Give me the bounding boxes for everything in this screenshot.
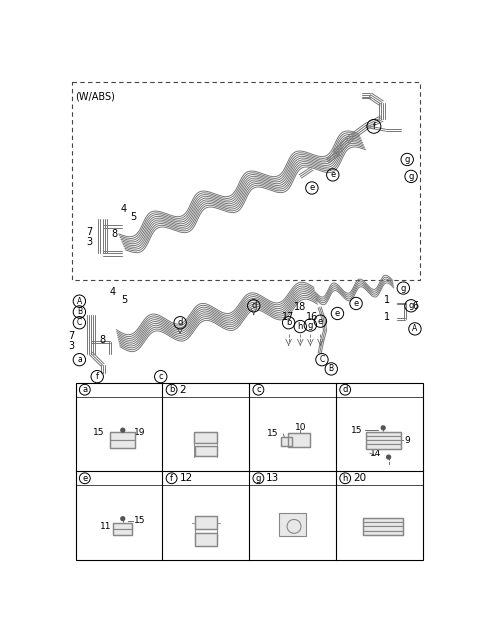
- Bar: [366, 432, 401, 448]
- Text: f: f: [372, 122, 375, 131]
- Text: g: g: [308, 321, 313, 329]
- Text: 15: 15: [267, 429, 278, 438]
- Text: 3: 3: [86, 237, 93, 247]
- Bar: [363, 530, 403, 535]
- Bar: [113, 523, 132, 535]
- Bar: [194, 432, 217, 443]
- Bar: [366, 432, 401, 436]
- Text: g: g: [256, 474, 261, 483]
- Text: 7: 7: [86, 227, 93, 237]
- Text: 16: 16: [306, 312, 318, 322]
- Text: 10: 10: [295, 424, 306, 432]
- Text: e: e: [335, 309, 340, 318]
- Text: d: d: [178, 318, 183, 327]
- Text: f: f: [96, 372, 99, 381]
- Text: 4: 4: [120, 204, 127, 214]
- Text: 13: 13: [266, 473, 279, 483]
- Circle shape: [121, 428, 125, 432]
- Text: c: c: [256, 385, 261, 394]
- Text: 19: 19: [134, 428, 146, 437]
- Text: e: e: [318, 317, 323, 326]
- Bar: [195, 446, 216, 455]
- Bar: [113, 529, 132, 535]
- Text: 5: 5: [121, 294, 128, 305]
- Bar: [366, 445, 401, 448]
- Text: c: c: [158, 372, 163, 381]
- Bar: [288, 433, 310, 447]
- Text: 20: 20: [353, 473, 366, 483]
- Bar: [110, 432, 135, 448]
- Text: b: b: [286, 318, 291, 327]
- Text: 8: 8: [111, 229, 117, 239]
- Text: A: A: [412, 324, 418, 333]
- Bar: [281, 437, 292, 446]
- Text: a: a: [82, 385, 87, 394]
- Bar: [363, 527, 403, 530]
- Circle shape: [387, 455, 391, 459]
- Text: g: g: [405, 155, 410, 164]
- Text: d: d: [343, 385, 348, 394]
- Text: e: e: [309, 183, 314, 193]
- Text: h: h: [343, 474, 348, 483]
- Text: a: a: [77, 355, 82, 364]
- Bar: [363, 522, 403, 527]
- Text: e: e: [353, 299, 359, 308]
- Circle shape: [121, 517, 125, 521]
- Text: 3: 3: [69, 341, 75, 351]
- Text: 7: 7: [69, 331, 75, 341]
- Text: 17: 17: [282, 312, 295, 322]
- Text: e: e: [330, 170, 336, 179]
- Text: B: B: [329, 364, 334, 373]
- Text: 15: 15: [94, 428, 105, 437]
- Bar: [195, 534, 216, 546]
- Text: 2: 2: [180, 385, 186, 395]
- Bar: [363, 518, 403, 522]
- Text: A: A: [77, 296, 82, 306]
- Text: 14: 14: [370, 449, 382, 458]
- Text: g: g: [401, 284, 406, 293]
- Bar: [366, 440, 401, 445]
- Text: 1: 1: [384, 312, 390, 322]
- Text: B: B: [77, 307, 82, 317]
- Bar: [110, 440, 135, 448]
- Text: g: g: [408, 301, 414, 310]
- Text: 4: 4: [109, 287, 116, 297]
- Bar: [194, 432, 217, 443]
- Bar: [113, 523, 132, 529]
- Bar: [195, 516, 216, 529]
- Text: 9: 9: [404, 436, 410, 445]
- Bar: [110, 432, 135, 440]
- Bar: [366, 436, 401, 440]
- Bar: [195, 446, 216, 455]
- Text: f: f: [170, 474, 173, 483]
- Bar: [195, 516, 216, 529]
- Text: 18: 18: [294, 302, 306, 312]
- Bar: [288, 433, 310, 447]
- Circle shape: [381, 426, 385, 430]
- Bar: [195, 534, 216, 546]
- Bar: [75, 383, 423, 560]
- Text: C: C: [77, 318, 82, 327]
- Text: 15: 15: [134, 516, 146, 525]
- Text: 5: 5: [131, 212, 137, 222]
- Text: d: d: [251, 301, 256, 310]
- Text: 8: 8: [99, 335, 106, 345]
- Text: (W/ABS): (W/ABS): [75, 92, 115, 102]
- Text: g: g: [408, 172, 414, 181]
- Text: 6: 6: [412, 301, 418, 311]
- Text: 11: 11: [100, 522, 111, 531]
- Bar: [278, 513, 306, 536]
- Text: 1: 1: [384, 294, 390, 305]
- Text: h: h: [298, 322, 303, 331]
- Bar: [281, 437, 292, 446]
- Text: 12: 12: [180, 473, 192, 483]
- Text: e: e: [82, 474, 87, 483]
- Bar: [363, 518, 403, 535]
- Text: C: C: [319, 355, 324, 364]
- Text: 15: 15: [351, 425, 362, 434]
- Text: b: b: [169, 385, 174, 394]
